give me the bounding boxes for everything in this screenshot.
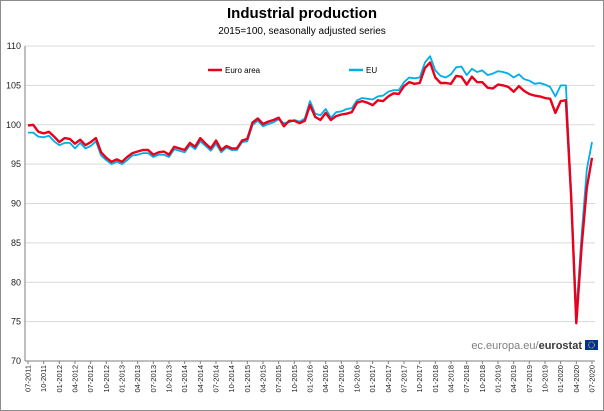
x-tick-label: 10-2011 bbox=[39, 365, 48, 392]
y-tick-label: 85 bbox=[11, 238, 21, 248]
x-tick-label: 07-2012 bbox=[86, 365, 95, 393]
x-tick-label: 01-2012 bbox=[55, 365, 64, 393]
x-tick-label: 04-2013 bbox=[133, 365, 142, 393]
chart-title: Industrial production bbox=[227, 5, 377, 22]
y-tick-label: 95 bbox=[11, 159, 21, 169]
source-url-prefix: ec.europa.eu/ bbox=[471, 340, 539, 352]
y-tick-label: 80 bbox=[11, 277, 21, 287]
x-tick-label: 10-2018 bbox=[478, 365, 487, 393]
x-tick-label: 01-2018 bbox=[431, 365, 440, 393]
x-tick-label: 07-2014 bbox=[212, 365, 221, 393]
x-tick-label: 10-2015 bbox=[290, 365, 299, 393]
x-tick-label: 07-2016 bbox=[337, 365, 346, 393]
y-tick-labels: 70 75 80 85 90 95 100 105 110 bbox=[6, 41, 21, 366]
x-tick-label: 01-2014 bbox=[180, 365, 189, 393]
x-tick-label: 10-2017 bbox=[415, 365, 424, 393]
legend-label-eu: EU bbox=[366, 66, 377, 75]
x-tick-label: 01-2020 bbox=[556, 365, 565, 393]
x-tick-label: 04-2020 bbox=[572, 365, 581, 393]
x-tick-label: 04-2016 bbox=[321, 365, 330, 393]
x-tick-label: 04-2018 bbox=[447, 365, 456, 393]
y-tick-label: 75 bbox=[11, 317, 21, 327]
y-tick-label: 100 bbox=[6, 120, 21, 130]
x-tick-label: 04-2012 bbox=[71, 365, 80, 393]
series-line-eu bbox=[28, 55, 593, 315]
x-tick-label: 07-2011 bbox=[24, 365, 33, 392]
x-tick-label: 07-2020 bbox=[588, 365, 597, 393]
x-tick-label: 10-2019 bbox=[541, 365, 550, 393]
x-tick-label: 04-2015 bbox=[259, 365, 268, 393]
x-tick-label: 07-2017 bbox=[400, 365, 409, 393]
x-tick-label: 07-2015 bbox=[274, 365, 283, 393]
series-lines bbox=[27, 55, 594, 325]
x-tick-labels: 07-2011 10-2011 01-2012 04-2012 07-2012 10-20… bbox=[24, 361, 597, 393]
legend: Euro area EU bbox=[208, 66, 377, 75]
y-tick-label: 90 bbox=[11, 199, 21, 209]
x-tick-label: 10-2014 bbox=[227, 365, 236, 393]
x-tick-label: 01-2017 bbox=[368, 365, 377, 393]
y-tick-label: 105 bbox=[6, 80, 21, 90]
x-tick-label: 04-2014 bbox=[196, 365, 205, 393]
x-tick-label: 10-2016 bbox=[353, 365, 362, 393]
x-tick-label: 01-2015 bbox=[243, 365, 252, 393]
y-tick-label: 70 bbox=[11, 356, 21, 366]
x-tick-label: 01-2019 bbox=[494, 365, 503, 393]
eu-flag-logo bbox=[585, 340, 598, 350]
x-tick-label: 10-2013 bbox=[165, 365, 174, 393]
y-tick-label: 110 bbox=[7, 41, 21, 51]
source-watermark: ec.europa.eu/eurostat bbox=[471, 340, 598, 352]
source-url-text: ec.europa.eu/eurostat bbox=[471, 340, 582, 352]
x-tick-label: 01-2013 bbox=[118, 365, 127, 393]
x-tick-label: 10-2012 bbox=[102, 365, 111, 393]
legend-label-euro-area: Euro area bbox=[225, 66, 261, 75]
x-tick-label: 07-2018 bbox=[462, 365, 471, 393]
x-tick-label: 07-2013 bbox=[149, 365, 158, 393]
x-tick-label: 07-2019 bbox=[525, 365, 534, 393]
chart-subtitle: 2015=100, seasonally adjusted series bbox=[218, 26, 386, 37]
x-tick-label: 01-2016 bbox=[306, 365, 315, 393]
series-line-euro-area bbox=[27, 61, 594, 325]
x-tick-label: 04-2017 bbox=[384, 365, 393, 393]
x-tick-label: 04-2019 bbox=[509, 365, 518, 393]
source-brand: eurostat bbox=[539, 340, 583, 352]
